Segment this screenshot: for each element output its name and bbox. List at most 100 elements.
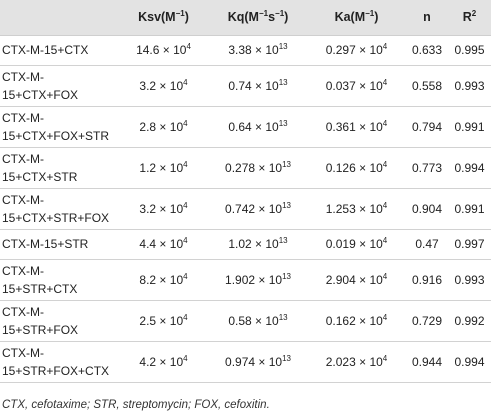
ksv-mantissa: 8.2 × 10	[139, 272, 184, 287]
ksv-mantissa: 4.2 × 10	[139, 354, 184, 369]
binding-constants-table: Ksv(M−1) Kq(M−1s−1) Ka(M−1) n R2 CTX-M-1…	[0, 0, 491, 382]
ksv-exponent: 4	[183, 159, 188, 169]
ka-exponent: 4	[382, 118, 388, 128]
cell-kq: 0.974 × 1013	[209, 341, 307, 382]
sample-name-line: 15+CTX+STR+FOX	[2, 210, 110, 225]
cell-sample-name: CTX-M- 15+STR+FOX+CTX	[0, 341, 118, 382]
table-row: CTX-M- 15+STR+FOX 2.5 × 104 0.58 × 1013 0.16…	[0, 300, 491, 341]
kq-exponent: 13	[282, 353, 291, 363]
cell-ksv: 14.6 × 104	[118, 35, 209, 65]
ksv-mantissa: 2.5 × 10	[139, 313, 184, 328]
sample-name-line: 15+CTX+FOX	[2, 87, 79, 102]
cell-kq: 0.58 × 1013	[209, 300, 307, 341]
table-body: CTX-M-15+CTX 14.6 × 104 3.38 × 1013 0.297 ×…	[0, 35, 491, 382]
ka-mantissa: 0.019 × 10	[325, 237, 383, 251]
cell-r2: 0.995	[454, 43, 485, 57]
sample-name-line: 15+STR+FOX	[2, 322, 79, 337]
table-row: CTX-M- 15+STR+CTX 8.2 × 104 1.902 × 1013 2.9…	[0, 259, 491, 300]
cell-kq: 1.02 × 1013	[209, 229, 307, 259]
cell-r2: 0.993	[454, 272, 485, 287]
cell-ksv: 4.4 × 104	[118, 229, 209, 259]
cell-ksv: 4.2 × 104	[118, 341, 209, 382]
ka-exponent: 4	[382, 200, 388, 210]
sample-name-line: CTX-M-	[2, 263, 44, 278]
sample-name-line: 15+CTX+STR	[2, 169, 78, 184]
ka-mantissa: 0.361 × 10	[325, 119, 383, 134]
ksv-mantissa: 14.6 × 10	[136, 43, 187, 57]
cell-ka: 2.904 × 104	[307, 259, 406, 300]
table-row: CTX-M- 15+CTX+STR+FOX 3.2 × 104 0.742 × 101…	[0, 188, 491, 229]
kq-mantissa: 0.58 × 10	[228, 313, 279, 328]
cell-n: 0.773	[411, 160, 443, 175]
header-cell-ka: Ka(M−1)	[307, 0, 406, 36]
cell-sample-name: CTX-M-15+STR	[0, 229, 118, 259]
cell-n: 0.558	[411, 78, 443, 93]
ksv-exponent: 4	[183, 271, 188, 281]
cell-ksv: 2.5 × 104	[118, 300, 209, 341]
ka-mantissa: 0.162 × 10	[325, 313, 383, 328]
cell-ksv: 1.2 × 104	[118, 147, 209, 188]
table-row: CTX-M- 15+CTX+FOX+STR 2.8 × 104 0.64 × 1013…	[0, 106, 491, 147]
kq-mantissa: 1.02 × 10	[228, 237, 279, 251]
kq-mantissa: 0.64 × 10	[228, 119, 279, 134]
data-table-container: Ksv(M−1) Kq(M−1s−1) Ka(M−1) n R2 CTX-M-1…	[0, 0, 491, 382]
table-footnote: CTX, cefotaxime; STR, streptomycin; FOX,…	[2, 399, 270, 411]
ka-mantissa: 0.297 × 10	[325, 43, 383, 57]
header-cell-ksv: Ksv(M−1)	[118, 0, 209, 36]
cell-ka: 0.126 × 104	[307, 147, 406, 188]
ksv-mantissa: 3.2 × 10	[139, 78, 184, 93]
kq-mantissa: 3.38 × 10	[228, 43, 279, 57]
table-row: CTX-M- 15+STR+FOX+CTX 4.2 × 104 0.974 × 101…	[0, 341, 491, 382]
cell-sample-name: CTX-M- 15+STR+CTX	[0, 259, 118, 300]
table-row: CTX-M- 15+CTX+FOX 3.2 × 104 0.74 × 1013 0.03…	[0, 65, 491, 106]
cell-sample-name: CTX-M- 15+CTX+STR+FOX	[0, 188, 118, 229]
cell-r2: 0.994	[454, 160, 485, 175]
ka-exponent: 4	[382, 42, 388, 51]
cell-kq: 1.902 × 1013	[209, 259, 307, 300]
ka-mantissa: 2.023 × 10	[325, 354, 383, 369]
cell-n: 0.794	[411, 119, 443, 134]
cell-ka: 2.023 × 104	[307, 341, 406, 382]
header-cell-r2: R2	[448, 0, 491, 36]
cell-sample-name: CTX-M-15+CTX	[0, 35, 118, 65]
kq-exponent: 13	[278, 312, 288, 322]
header-row: Ksv(M−1) Kq(M−1s−1) Ka(M−1) n R2	[0, 0, 491, 36]
sample-name-line: CTX-M-	[2, 69, 44, 84]
ka-mantissa: 2.904 × 10	[325, 272, 383, 287]
cell-ksv: 3.2 × 104	[118, 188, 209, 229]
cell-n: 0.633	[411, 43, 443, 57]
ksv-exponent: 4	[183, 118, 188, 128]
kq-exponent: 13	[282, 159, 291, 169]
table-row: CTX-M-15+STR 4.4 × 104 1.02 × 1013 0.019 × …	[0, 229, 491, 259]
cell-r2: 0.991	[454, 119, 485, 134]
cell-ka: 0.019 × 104	[307, 229, 406, 259]
cell-r2: 0.992	[454, 313, 485, 328]
cell-ka: 0.037 × 104	[307, 65, 406, 106]
header-cell-sample	[0, 0, 118, 36]
kq-exponent: 13	[278, 236, 288, 245]
header-cell-kq: Kq(M−1s−1)	[209, 0, 307, 36]
kq-mantissa: 0.742 × 10	[225, 201, 283, 216]
ka-exponent: 4	[382, 159, 388, 169]
cell-ksv: 8.2 × 104	[118, 259, 209, 300]
sample-name-line: CTX-M-	[2, 304, 44, 319]
kq-mantissa: 1.902 × 10	[225, 272, 283, 287]
cell-ka: 0.361 × 104	[307, 106, 406, 147]
cell-n: 0.904	[411, 201, 443, 216]
kq-mantissa: 0.74 × 10	[228, 78, 279, 93]
ksv-exponent: 4	[183, 353, 188, 363]
sample-name-line: 15+STR+FOX+CTX	[2, 363, 110, 378]
cell-ksv: 3.2 × 104	[118, 65, 209, 106]
ka-mantissa: 0.126 × 10	[325, 160, 383, 175]
sample-name-line: CTX-M-	[2, 151, 44, 166]
cell-sample-name: CTX-M- 15+CTX+STR	[0, 147, 118, 188]
sample-name-line: 15+CTX+FOX+STR	[2, 128, 110, 143]
cell-n: 0.729	[411, 313, 443, 328]
cell-kq: 0.74 × 1013	[209, 65, 307, 106]
ka-exponent: 4	[382, 236, 388, 245]
ksv-exponent: 4	[183, 200, 188, 210]
kq-exponent: 13	[282, 200, 291, 210]
cell-ka: 0.162 × 104	[307, 300, 406, 341]
cell-ka: 0.297 × 104	[307, 35, 406, 65]
ksv-exponent: 4	[183, 77, 188, 87]
